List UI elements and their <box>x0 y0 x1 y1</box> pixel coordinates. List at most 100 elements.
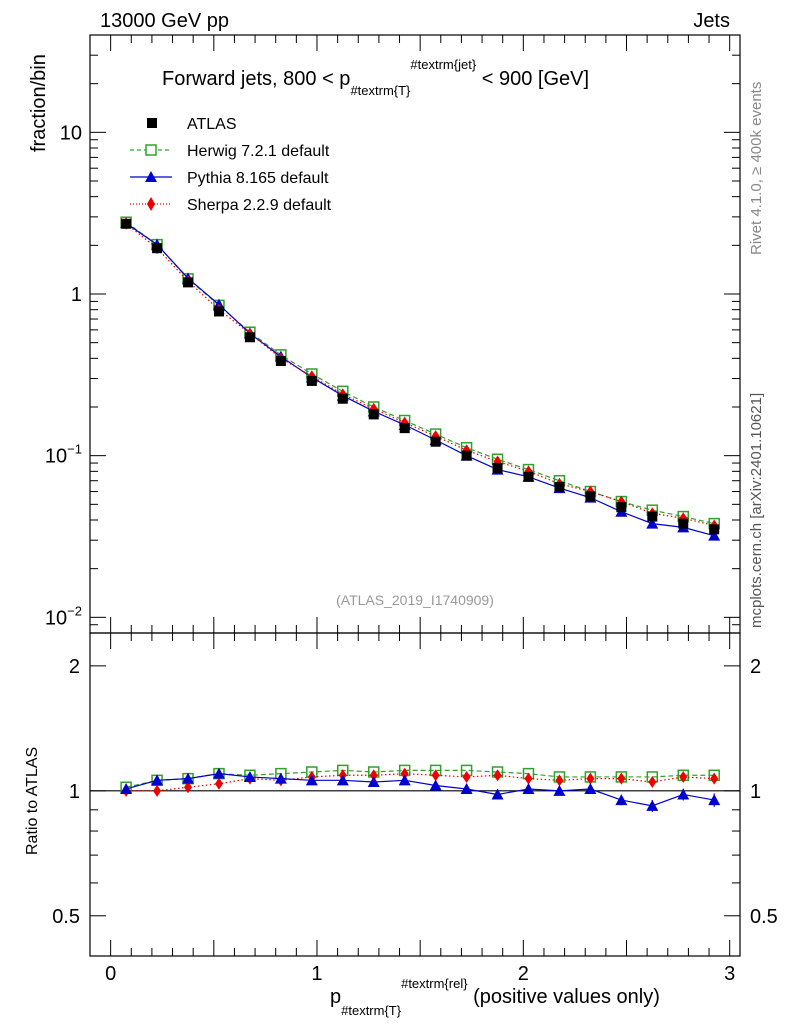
herwig-line <box>125 221 715 525</box>
ratio-y-tick-label-right: 1 <box>750 781 761 803</box>
x-tick-label: 2 <box>518 963 529 985</box>
atlas-point <box>678 518 689 529</box>
pythia-point <box>646 799 659 811</box>
x-tick-label: 0 <box>105 963 116 985</box>
atlas-point <box>337 393 348 404</box>
atlas-point <box>121 218 132 229</box>
pythia-point <box>646 517 659 529</box>
sherpa-point <box>617 772 626 785</box>
ratio-series <box>120 764 721 812</box>
atlas-point <box>213 306 224 317</box>
ratio-y-tick-label-right: 2 <box>750 656 761 678</box>
chart-title-main: Forward jets, 800 < p <box>162 68 350 90</box>
legend: ATLAS Herwig 7.2.1 default Pythia 8.165 … <box>130 116 332 214</box>
sherpa-point <box>369 769 378 782</box>
legend-marker-sherpa <box>147 197 155 211</box>
atlas-point <box>244 332 255 343</box>
x-tick-label: 3 <box>724 963 735 985</box>
sherpa-point <box>462 770 471 783</box>
header-category: Jets <box>693 10 730 32</box>
x-axis-label-suffix: (positive values only) <box>468 986 660 1008</box>
x-axis-label-sub: #textrm{T} <box>341 1003 402 1018</box>
ratio-y-tick-label: 1 <box>69 781 80 803</box>
main-ylabel: fraction/bin <box>28 54 50 152</box>
rivet-label: Rivet 4.1.0, ≥ 400k events <box>748 82 765 255</box>
pythia-point <box>398 774 411 786</box>
pythia-point <box>429 779 442 791</box>
legend-entry-sherpa: Sherpa 2.2.9 default <box>130 197 332 214</box>
sherpa-point <box>431 769 440 782</box>
pythia-point <box>336 774 349 786</box>
legend-label-herwig: Herwig 7.2.1 default <box>187 143 330 160</box>
chart-title-sup: #textrm{jet} <box>410 57 476 72</box>
atlas-point <box>616 502 627 513</box>
atlas-point <box>492 462 503 473</box>
ratio-y-tick-label: 0.5 <box>52 906 80 928</box>
pythia-point <box>522 783 535 795</box>
x-axis-label: p#textrm{T} #textrm{rel} (positive values… <box>330 976 660 1018</box>
ratio-y-tick-label-right: 0.5 <box>750 906 778 928</box>
ratio-ylabel: Ratio to ATLAS <box>24 747 41 855</box>
sherpa-point <box>648 776 657 789</box>
legend-label-pythia: Pythia 8.165 default <box>187 170 329 187</box>
header-energy: 13000 GeV pp <box>100 10 229 32</box>
pythia-point <box>120 783 133 795</box>
x-axis-label-main: p <box>330 986 341 1008</box>
y-tick-label: 10−2 <box>45 603 82 629</box>
atlas-point <box>585 491 596 502</box>
pythia-point <box>708 794 721 806</box>
legend-marker-pythia <box>145 171 157 182</box>
atlas-point <box>523 471 534 482</box>
atlas-point <box>275 356 286 367</box>
sherpa-line <box>125 223 715 527</box>
y-tick-label-exp: −1 <box>67 442 82 457</box>
legend-entry-herwig: Herwig 7.2.1 default <box>130 143 330 160</box>
ratio-panel-frame <box>89 632 741 957</box>
pythia-point <box>243 770 256 782</box>
y-tick-label: 10−1 <box>45 442 82 468</box>
mcplots-label: mcplots.cern.ch [arXiv:2401.10621] <box>748 393 765 628</box>
pythia-point <box>182 772 195 784</box>
pythia-point <box>615 794 628 806</box>
sherpa-point <box>214 777 223 790</box>
y-tick-label-exp: −2 <box>67 603 82 618</box>
sherpa-point <box>524 772 533 785</box>
pythia-line <box>125 773 715 807</box>
pythia-point <box>460 783 473 795</box>
atlas-point <box>368 409 379 420</box>
atlas-point <box>709 524 720 535</box>
pythia-line <box>125 222 715 537</box>
legend-label-atlas: ATLAS <box>187 116 237 133</box>
pythia-point <box>151 774 164 786</box>
sherpa-point <box>493 769 502 782</box>
legend-label-sherpa: Sherpa 2.2.9 default <box>187 197 332 214</box>
sherpa-point <box>710 772 719 785</box>
legend-marker-atlas <box>147 118 157 128</box>
y-tick-label: 1 <box>71 284 82 306</box>
sherpa-point <box>586 772 595 785</box>
pythia-point <box>305 774 318 786</box>
sherpa-point <box>400 767 409 780</box>
watermark: (ATLAS_2019_I1740909) <box>336 592 494 608</box>
sherpa-point <box>184 781 193 794</box>
ratio-panel: 2 2 1 1 0.5 0.5 0 1 2 3 Ratio to ATLAS p#textrm{T… <box>24 632 778 1018</box>
main-series <box>120 216 721 541</box>
atlas-point <box>461 450 472 461</box>
x-axis-label-sup: #textrm{rel} <box>401 976 468 991</box>
pythia-point <box>677 788 690 800</box>
atlas-point <box>554 482 565 493</box>
chart-title-sub: #textrm{T} <box>350 83 411 98</box>
atlas-point <box>183 277 194 288</box>
chart-title-suffix: < 900 [GeV] <box>476 68 589 90</box>
sherpa-point <box>679 770 688 783</box>
pythia-point <box>708 529 721 541</box>
pythia-point <box>274 772 287 784</box>
y-tick-label-base: 10 <box>45 607 67 629</box>
sherpa-point <box>555 774 564 787</box>
legend-marker-herwig <box>145 144 157 156</box>
x-tick-label: 1 <box>311 963 322 985</box>
ratio-axis-ticks: 2 2 1 1 0.5 0.5 0 1 2 3 <box>52 633 778 985</box>
main-panel: 10 1 10−1 10−2 fraction/bin Forward jets, 8… <box>28 34 741 634</box>
atlas-point <box>647 511 658 522</box>
